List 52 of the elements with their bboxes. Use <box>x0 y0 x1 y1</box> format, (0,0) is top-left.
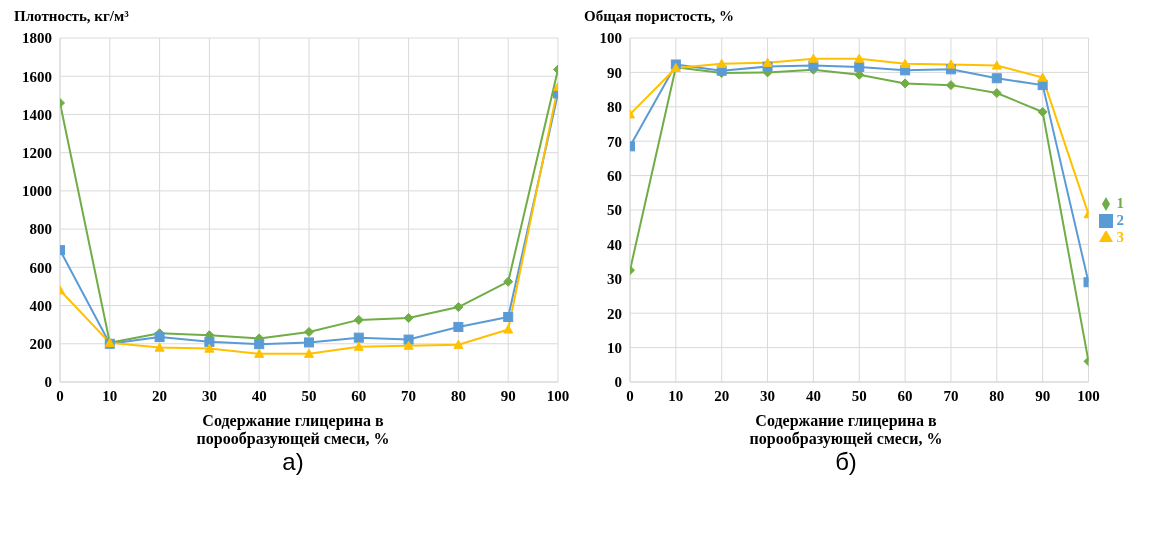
x-tick-label: 70 <box>401 387 417 404</box>
y-tick-label: 10 <box>607 339 622 356</box>
y-tick-label: 200 <box>29 336 52 353</box>
y-tick-label: 1000 <box>22 183 52 200</box>
x-tick-label: 20 <box>714 387 730 404</box>
y-tick-label: 40 <box>607 236 622 253</box>
y-tick-label: 70 <box>607 133 622 150</box>
y-tick-label: 50 <box>607 202 622 219</box>
x-tick-label: 40 <box>251 387 267 404</box>
x-tick-label: 60 <box>351 387 367 404</box>
x-tick-label: 80 <box>450 387 466 404</box>
x-tick-label: 100 <box>546 387 570 404</box>
x-tick-label: 90 <box>1035 387 1051 404</box>
x-tick-label: 50 <box>851 387 867 404</box>
x-tick-label: 30 <box>760 387 776 404</box>
legend-label: 1 <box>1116 194 1124 211</box>
x-tick-label: 0 <box>56 387 64 404</box>
y-tick-label: 1800 <box>22 30 52 47</box>
x-tick-label: 50 <box>301 387 317 404</box>
x-tick-label: 40 <box>805 387 821 404</box>
x-tick-label: 70 <box>943 387 959 404</box>
y-axis-title: Плотность, кг/м³ <box>13 8 130 26</box>
y-tick-label: 1600 <box>22 68 52 85</box>
x-tick-label: 0 <box>626 387 634 404</box>
y-tick-label: 800 <box>29 221 52 238</box>
x-axis-title: Содержание глицерина в порообразующей смеси, % <box>195 412 391 448</box>
y-tick-label: 60 <box>607 167 622 184</box>
y-tick-label: 80 <box>607 99 622 116</box>
y-tick-label: 20 <box>607 305 622 322</box>
y-tick-label: 30 <box>607 271 622 288</box>
y-axis-title: Общая пористость, % <box>583 8 736 26</box>
x-tick-label: 10 <box>668 387 684 404</box>
x-tick-label: 100 <box>1077 387 1100 404</box>
y-tick-label: 0 <box>614 374 622 391</box>
x-tick-label: 60 <box>897 387 913 404</box>
x-axis-title: Содержание глицерина в порообразующей смеси, % <box>748 412 944 448</box>
x-tick-label: 80 <box>989 387 1005 404</box>
y-tick-label: 1400 <box>22 106 52 123</box>
y-tick-label: 90 <box>607 64 622 81</box>
x-tick-label: 30 <box>201 387 217 404</box>
x-tick-label: 20 <box>152 387 168 404</box>
y-tick-label: 400 <box>29 297 52 314</box>
legend-label: 3 <box>1116 228 1124 245</box>
text: б) <box>834 448 858 476</box>
y-tick-label: 100 <box>599 30 622 47</box>
text: а) <box>281 448 305 476</box>
y-tick-label: 1200 <box>22 144 52 161</box>
x-tick-label: 10 <box>102 387 118 404</box>
y-tick-label: 600 <box>29 259 52 276</box>
x-tick-label: 90 <box>500 387 516 404</box>
legend-label: 2 <box>1116 211 1124 228</box>
y-tick-label: 0 <box>44 374 52 391</box>
